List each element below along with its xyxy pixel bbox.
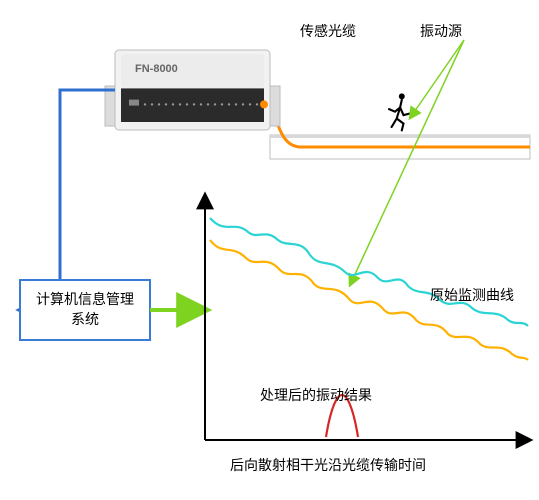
- interrogator-device: FN-8000: [105, 50, 280, 130]
- processed-result-label: 处理后的振动结果: [260, 387, 372, 403]
- raw-curve-label: 原始监测曲线: [430, 287, 514, 303]
- x-axis-label: 后向散射相干光沿光缆传输时间: [230, 457, 426, 473]
- svg-text:系统: 系统: [71, 311, 99, 327]
- pointer-line: [410, 40, 464, 118]
- pointer-line: [350, 40, 464, 285]
- svg-text:计算机信息管理: 计算机信息管理: [36, 291, 134, 307]
- data-flow-arrow: [20, 90, 115, 310]
- raw-curve-cyan: [210, 218, 528, 326]
- computer-system-box: 计算机信息管理 系统: [20, 280, 150, 340]
- chart-axes: [205, 195, 530, 440]
- vibration-source-label: 振动源: [420, 23, 462, 39]
- sensing-cable-label: 传感光缆: [300, 23, 356, 39]
- runner-icon: [389, 93, 410, 130]
- svg-text:FN-8000: FN-8000: [135, 63, 178, 75]
